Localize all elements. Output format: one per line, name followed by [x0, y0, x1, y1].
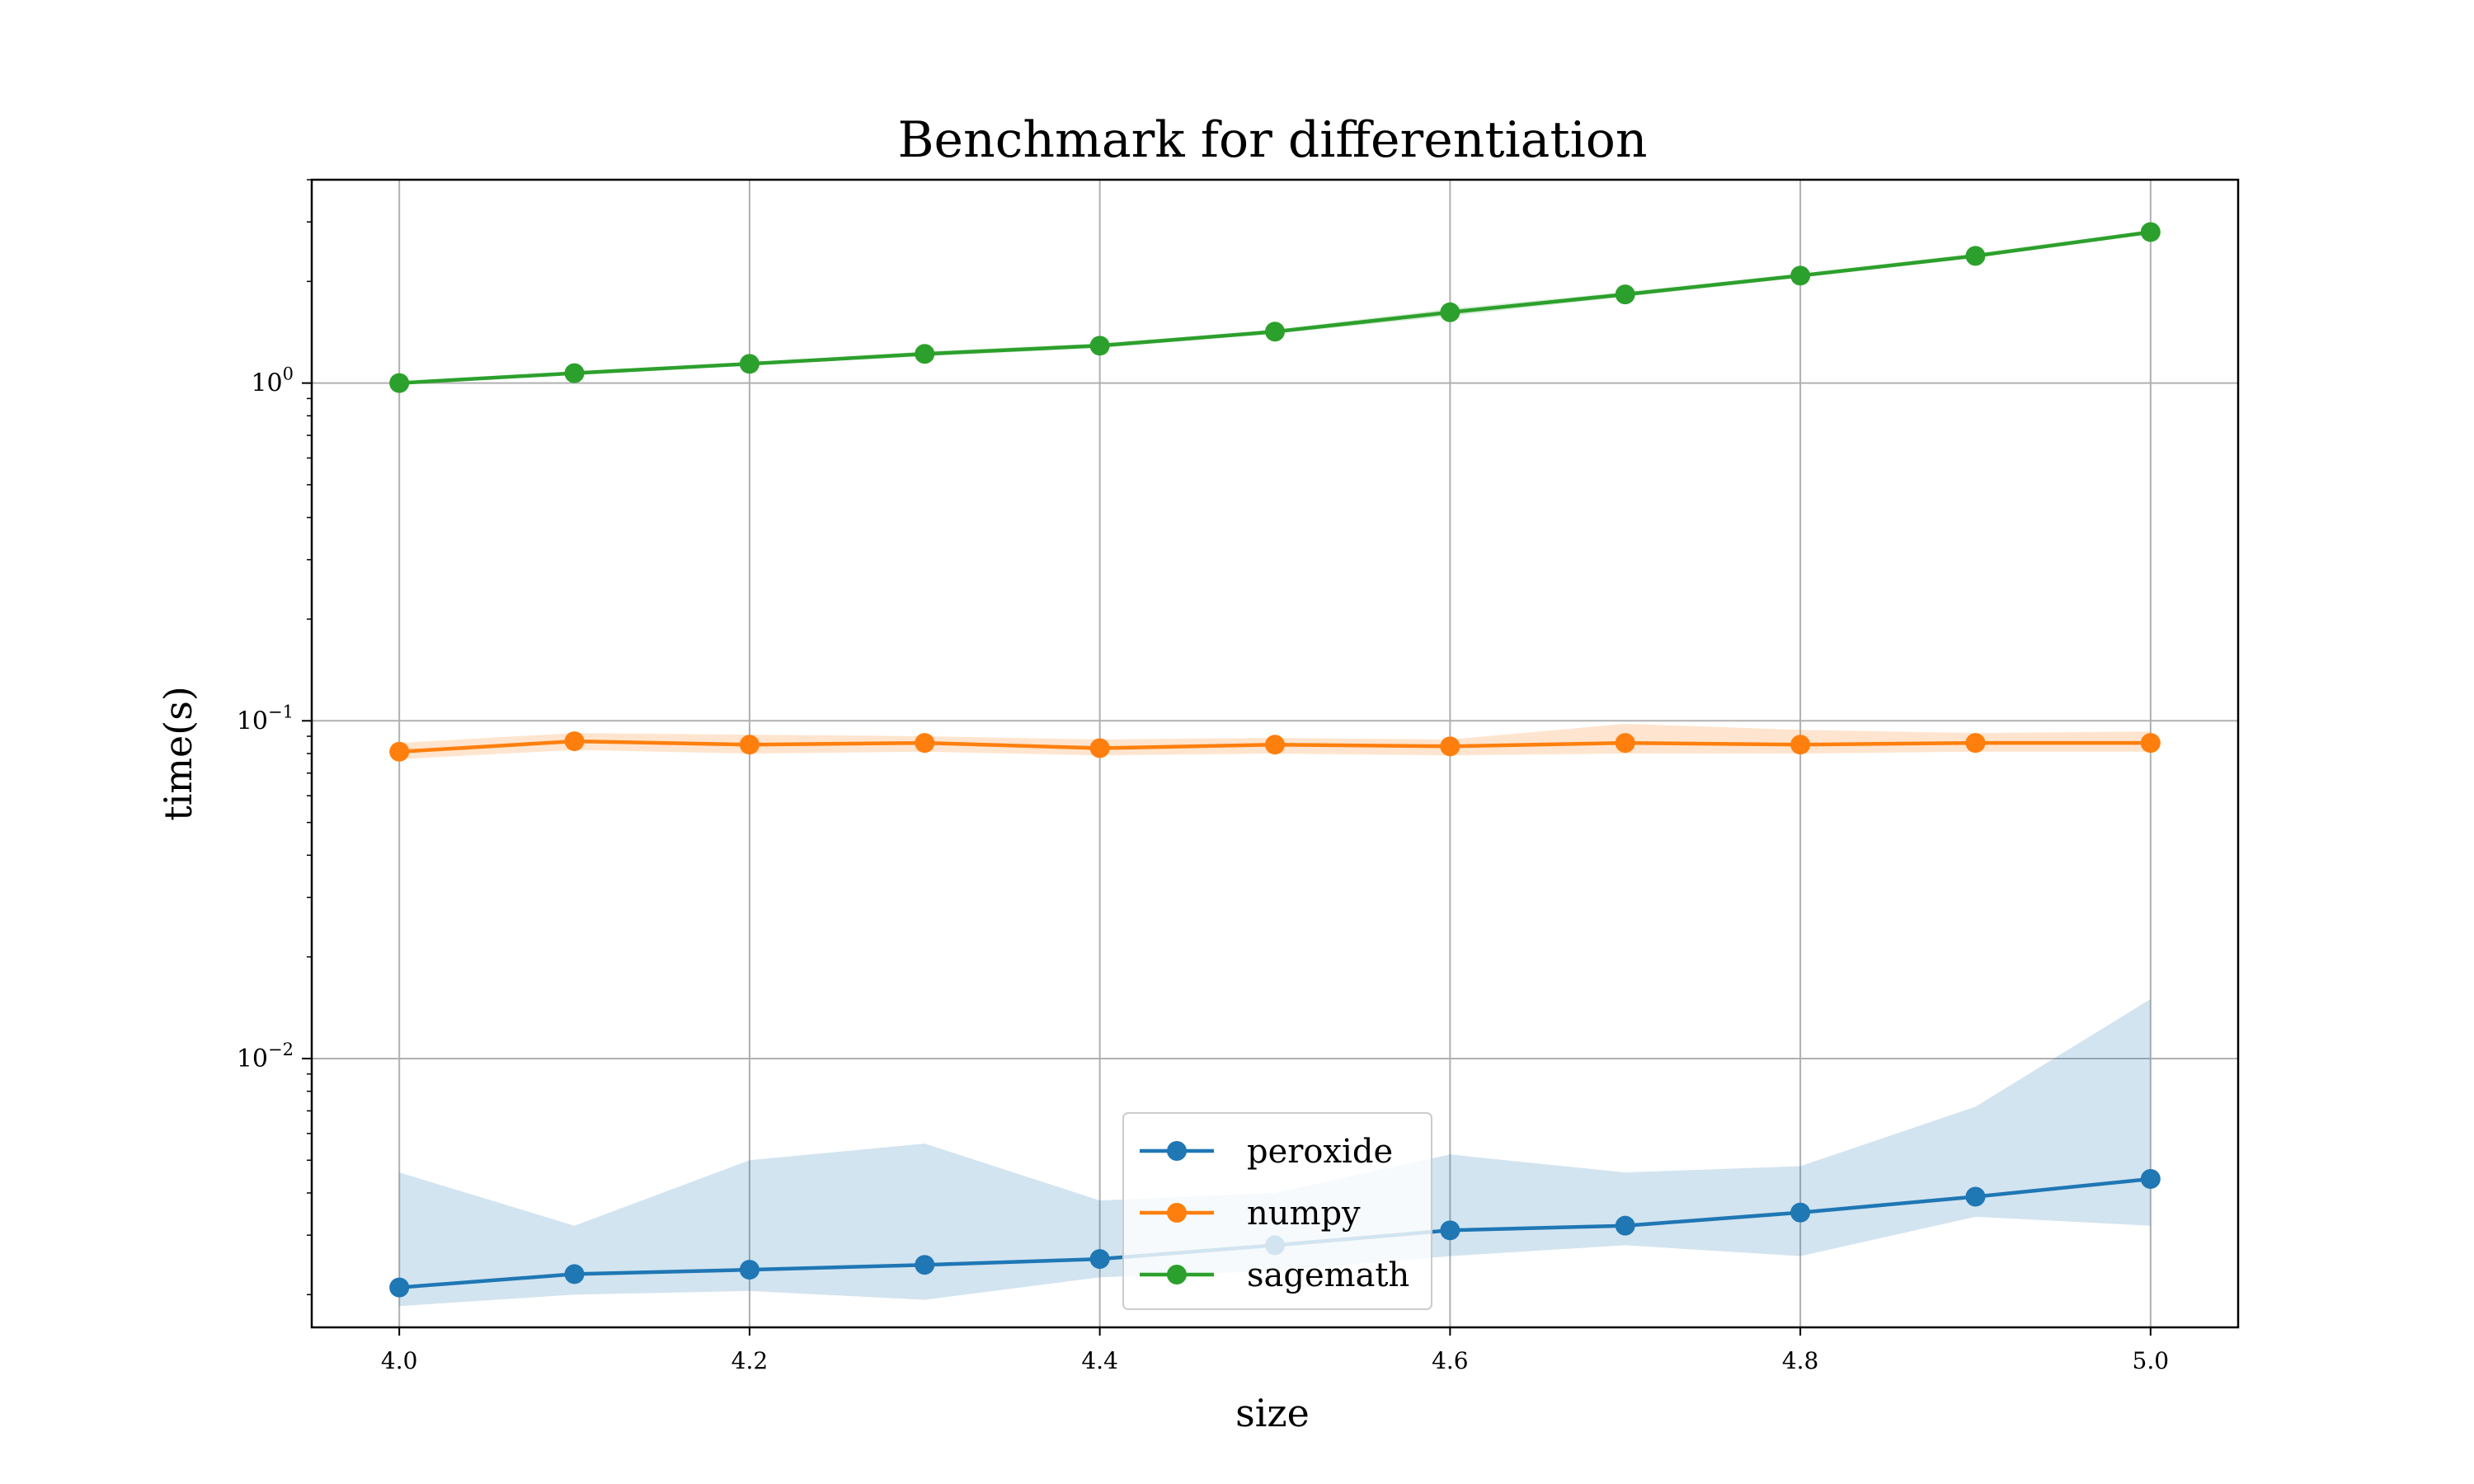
peroxide-point: [2140, 1169, 2161, 1190]
peroxide-point: [564, 1264, 585, 1284]
sagemath-point: [1790, 265, 1811, 286]
numpy-point: [389, 741, 410, 762]
sagemath-point: [915, 344, 935, 364]
peroxide-point: [1615, 1215, 1635, 1236]
x-axis-ticks: 4.0 4.2 4.4 4.6 4.8 5.0: [381, 1327, 2169, 1374]
peroxide-point: [1790, 1202, 1811, 1223]
y-tick-label: 10−2: [237, 1040, 294, 1073]
x-tick-label: 4.2: [731, 1347, 769, 1374]
peroxide-point: [389, 1277, 410, 1298]
numpy-point: [1790, 735, 1811, 755]
x-tick-label: 4.0: [381, 1347, 418, 1374]
numpy-point: [1089, 738, 1110, 758]
y-tick-label: 100: [251, 364, 294, 398]
numpy-point: [1615, 733, 1635, 754]
y-axis-ticks: 100 10−1 10−2: [237, 179, 312, 1296]
x-axis-label: size: [1235, 1391, 1310, 1435]
legend-label: sagemath: [1247, 1256, 1409, 1294]
peroxide-point: [1089, 1249, 1110, 1270]
numpy-point: [1965, 733, 1986, 754]
legend: peroxide numpy sagemath: [1122, 1112, 1432, 1310]
legend-swatch-marker: [1167, 1141, 1187, 1161]
sagemath-point: [389, 373, 410, 393]
legend-swatch-marker: [1167, 1203, 1187, 1223]
y-tick-label: 10−1: [237, 702, 294, 735]
peroxide-band: [399, 998, 2151, 1307]
sagemath-point: [1615, 284, 1635, 305]
series-points: [389, 222, 2161, 1298]
numpy-point: [564, 731, 585, 752]
numpy-point: [739, 735, 760, 755]
numpy-point: [915, 733, 935, 754]
sagemath-point: [1089, 336, 1110, 356]
x-tick-label: 4.4: [1081, 1347, 1118, 1374]
sagemath-point: [1965, 246, 1986, 266]
x-tick-label: 5.0: [2133, 1347, 2170, 1374]
sagemath-point: [1265, 322, 1285, 342]
peroxide-point: [739, 1260, 760, 1280]
x-tick-label: 4.6: [1432, 1347, 1469, 1374]
chart-title: Benchmark for differentiation: [897, 111, 1647, 169]
numpy-point: [2140, 733, 2161, 754]
legend-label: peroxide: [1247, 1133, 1393, 1171]
sagemath-point: [2140, 222, 2161, 242]
legend-label: numpy: [1247, 1195, 1361, 1233]
peroxide-point: [1440, 1220, 1460, 1241]
peroxide-point: [915, 1255, 935, 1275]
numpy-point: [1265, 735, 1285, 755]
sagemath-point: [564, 363, 585, 383]
numpy-point: [1440, 736, 1460, 757]
x-tick-label: 4.8: [1782, 1347, 1819, 1374]
sagemath-point: [739, 354, 760, 374]
peroxide-point: [1965, 1186, 1986, 1207]
legend-swatch-marker: [1167, 1265, 1187, 1284]
sagemath-point: [1440, 302, 1460, 322]
y-axis-label: time(s): [156, 686, 200, 821]
legend-box: [1122, 1112, 1432, 1310]
